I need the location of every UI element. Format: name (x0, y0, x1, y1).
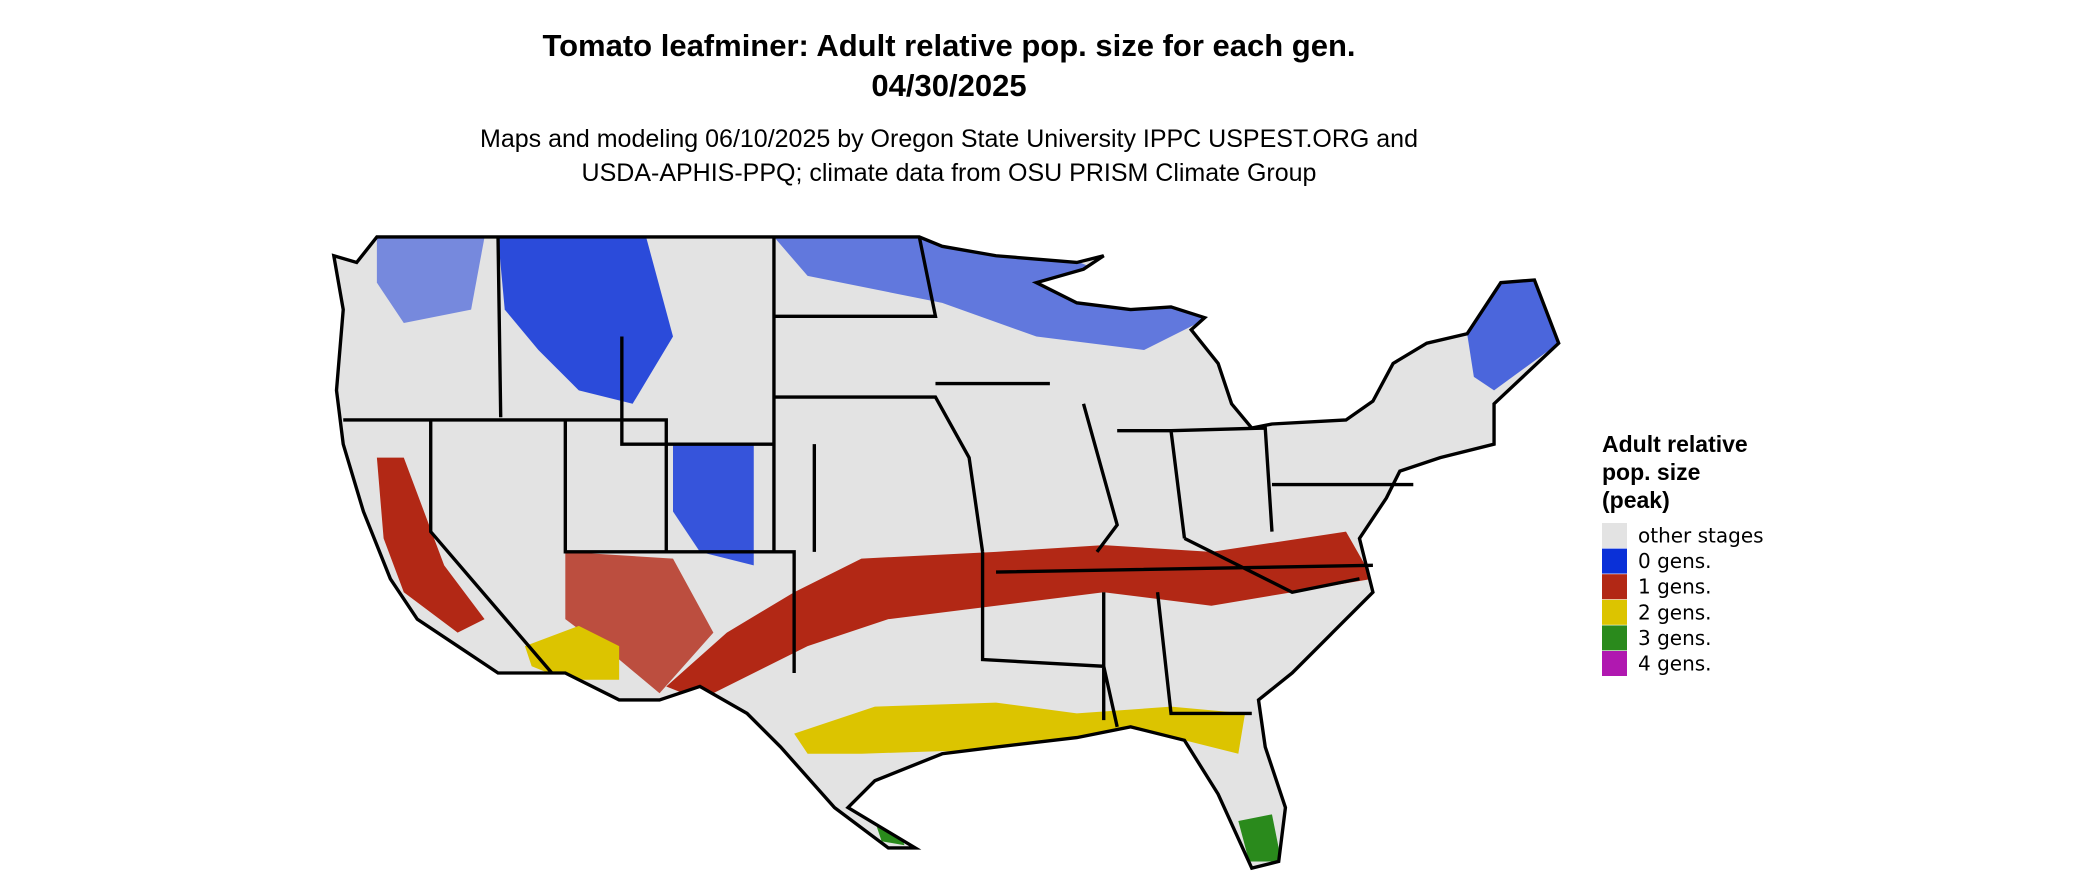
region-1-gens (376, 457, 485, 633)
legend-label: 0 gens. (1638, 549, 1712, 573)
subtitle: Maps and modeling 06/10/2025 by Oregon S… (480, 125, 1418, 153)
region-2-gens (794, 702, 1246, 754)
title-date: 04/30/2025 (871, 68, 1026, 103)
subtitle: USDA-APHIS-PPQ; climate data from OSU PR… (582, 159, 1317, 187)
region-0-gens (1467, 279, 1559, 391)
legend-label: 3 gens. (1638, 626, 1712, 650)
region-1-gens (565, 551, 714, 694)
state-borders (332, 235, 1561, 870)
us-map (332, 235, 1561, 870)
legend-swatch (1602, 574, 1627, 600)
land (333, 236, 1559, 869)
legend-swatch (1602, 599, 1627, 625)
title: Tomato leafminer: Adult relative pop. si… (542, 28, 1355, 63)
legend-title: (peak) (1602, 487, 1670, 513)
region-3-gens (1238, 814, 1282, 862)
legend-swatch (1602, 651, 1627, 676)
legend: Adult relative pop. size (peak) other st… (1602, 431, 1764, 676)
region-0-gens (773, 236, 1212, 350)
legend-label: 1 gens. (1638, 575, 1712, 599)
region-1-gens (666, 531, 1373, 700)
region-2-gens (524, 625, 620, 680)
legend-swatch (1602, 548, 1627, 574)
legend-swatch (1602, 625, 1627, 651)
region-0-gens (376, 236, 485, 324)
region-0-gens (673, 444, 754, 566)
legend-swatch (1602, 523, 1627, 548)
region-0-gens (498, 236, 673, 404)
legend-label: other stages (1638, 524, 1764, 548)
legend-title: pop. size (1602, 459, 1700, 485)
legend-label: 2 gens. (1638, 600, 1712, 624)
legend-title: Adult relative (1602, 431, 1748, 457)
legend-label: 4 gens. (1638, 652, 1712, 676)
